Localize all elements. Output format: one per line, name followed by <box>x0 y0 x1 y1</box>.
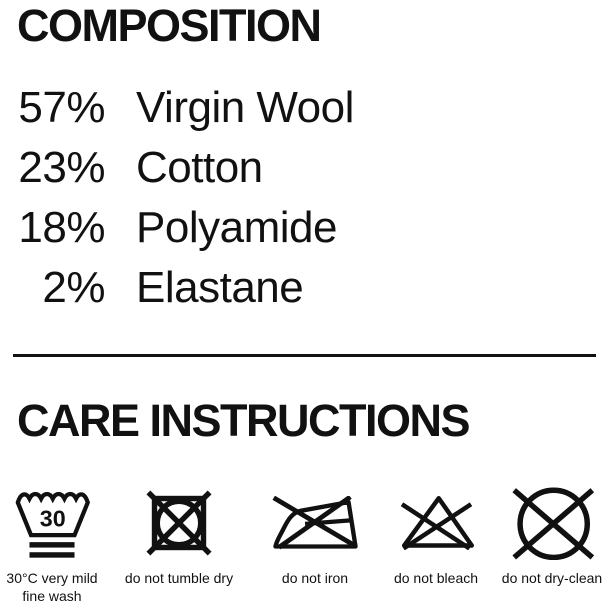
composition-percent: 2% <box>42 263 105 312</box>
composition-row: 18% Polyamide <box>0 198 608 258</box>
care-item-bleach: do not bleach <box>376 486 496 605</box>
wash-tub-30-icon: 30 <box>13 486 91 560</box>
composition-percent: 18% <box>18 203 105 252</box>
composition-material: Polyamide <box>136 203 337 252</box>
do-not-bleach-icon <box>399 486 474 560</box>
care-symbols-row: 30 30°C very mild fine wash do not tumbl… <box>0 486 608 605</box>
care-caption-wash: 30°C very mild fine wash <box>6 570 98 604</box>
composition-title: COMPOSITION <box>17 0 322 51</box>
care-caption-dry-clean: do not dry-clean <box>501 570 603 586</box>
care-caption-iron: do not iron <box>281 570 349 586</box>
do-not-tumble-dry-icon <box>145 486 213 560</box>
composition-row: 57% Virgin Wool <box>0 78 608 138</box>
composition-row: 2% Elastane <box>0 258 608 318</box>
composition-percent: 23% <box>18 143 105 192</box>
care-item-dry-clean: do not dry-clean <box>496 486 608 605</box>
composition-material: Cotton <box>136 143 263 192</box>
care-instructions-title: CARE INSTRUCTIONS <box>17 395 471 446</box>
do-not-iron-icon <box>272 486 359 560</box>
wash-temperature-value: 30 <box>40 505 66 531</box>
do-not-dry-clean-icon <box>510 486 594 560</box>
composition-percent: 57% <box>18 83 105 132</box>
section-divider <box>13 354 596 357</box>
care-item-iron: do not iron <box>254 486 376 605</box>
composition-list: 57% Virgin Wool 23% Cotton 18% Polyamide… <box>0 78 608 318</box>
care-caption-bleach: do not bleach <box>393 570 479 586</box>
care-caption-tumble-dry: do not tumble dry <box>124 570 234 586</box>
care-item-tumble-dry: do not tumble dry <box>104 486 254 605</box>
composition-row: 23% Cotton <box>0 138 608 198</box>
care-item-wash: 30 30°C very mild fine wash <box>0 486 104 605</box>
composition-material: Elastane <box>136 263 304 312</box>
composition-material: Virgin Wool <box>136 83 354 132</box>
